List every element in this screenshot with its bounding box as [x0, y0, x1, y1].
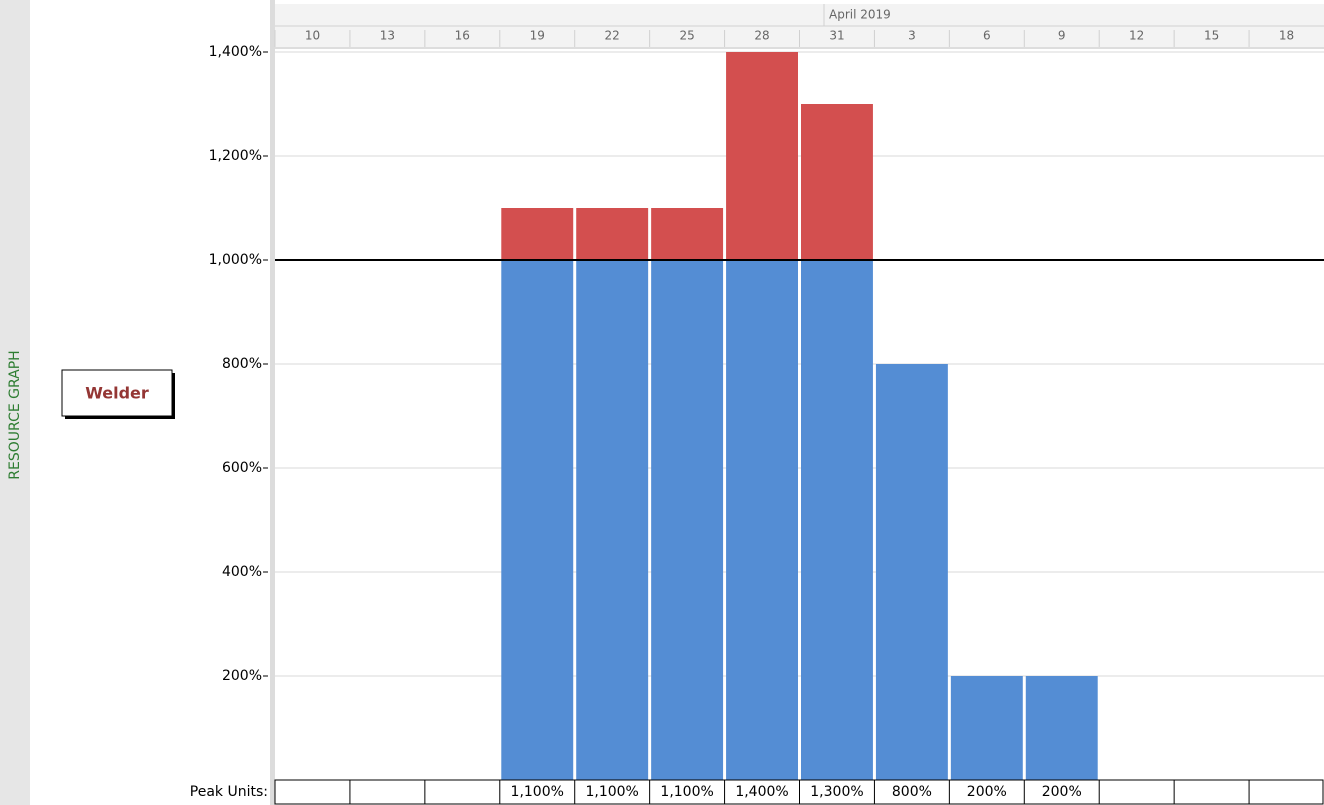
date-label: 9 — [1058, 29, 1066, 43]
date-label: 28 — [754, 29, 769, 43]
month-label: April 2019 — [829, 8, 891, 22]
date-label: 3 — [908, 29, 916, 43]
resource-name: Welder — [85, 384, 149, 403]
bar-segment — [501, 260, 574, 780]
bar-segment — [875, 364, 948, 780]
bar-segment — [801, 104, 873, 260]
date-label: 6 — [983, 29, 991, 43]
date-label: 19 — [530, 29, 545, 43]
date-label: 10 — [305, 29, 320, 43]
y-tick-label: 800% — [222, 356, 262, 372]
date-label: 25 — [679, 29, 694, 43]
y-tick-label: 1,400% — [209, 44, 262, 60]
bar-segment — [651, 260, 724, 780]
bar-segment — [651, 208, 724, 260]
peak-units-value: 1,400% — [735, 784, 788, 800]
bar-segment — [726, 52, 798, 260]
y-tick-label: 600% — [222, 460, 262, 476]
peak-units-value: 1,300% — [810, 784, 863, 800]
bar-segment — [950, 676, 1023, 780]
date-label: 31 — [829, 29, 844, 43]
bar-segment — [576, 208, 649, 260]
date-label: 12 — [1129, 29, 1144, 43]
y-tick-label: 1,200% — [209, 148, 262, 164]
divider — [270, 0, 275, 805]
peak-units-label: Peak Units: — [190, 784, 268, 800]
bar-segment — [801, 260, 873, 780]
bar-segment — [1025, 676, 1098, 780]
date-label: 13 — [380, 29, 395, 43]
bar-segment — [576, 260, 649, 780]
date-label: 22 — [605, 29, 620, 43]
date-label: 18 — [1279, 29, 1294, 43]
peak-units-value: 200% — [1042, 784, 1082, 800]
peak-units-value: 1,100% — [511, 784, 564, 800]
bar-segment — [726, 260, 798, 780]
bar-segment — [501, 208, 574, 260]
side-strip — [0, 0, 30, 805]
y-tick-label: 400% — [222, 564, 262, 580]
peak-units-value: 200% — [967, 784, 1007, 800]
peak-units-value: 800% — [892, 784, 932, 800]
date-label: 15 — [1204, 29, 1219, 43]
peak-units-value: 1,100% — [660, 784, 713, 800]
peak-units-value: 1,100% — [585, 784, 638, 800]
y-tick-label: 200% — [222, 668, 262, 684]
date-label: 16 — [455, 29, 470, 43]
resource-box — [61, 369, 173, 417]
y-tick-label: 1,000% — [209, 252, 262, 268]
side-title: RESOURCE GRAPH — [7, 350, 23, 479]
